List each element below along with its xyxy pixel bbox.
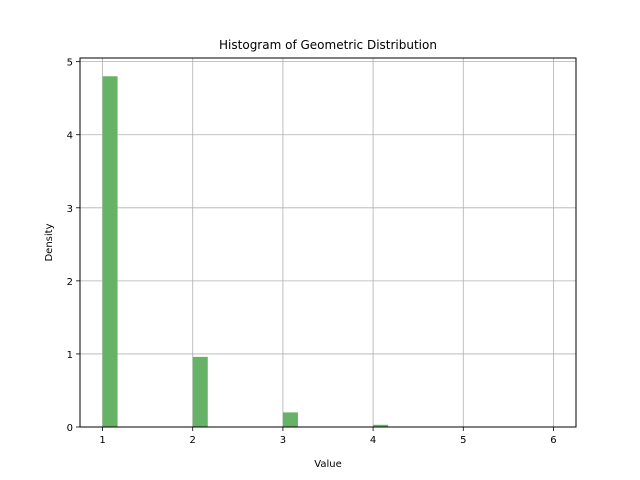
- x-tick-label: 1: [99, 435, 105, 446]
- axes-frame: [79, 57, 577, 428]
- x-tick-label: 5: [460, 435, 466, 446]
- y-tick-label: 4: [67, 131, 73, 142]
- x-tick-label: 4: [370, 435, 376, 446]
- y-axis-ticks: 0 1 2 3 4 5: [67, 58, 80, 434]
- x-tick-label: 2: [190, 435, 196, 446]
- y-tick-label: 1: [67, 350, 73, 361]
- histogram-bar: [282, 412, 298, 427]
- histogram-bar: [373, 424, 389, 427]
- bars: [102, 76, 389, 427]
- y-axis-label: Density: [44, 223, 55, 261]
- y-tick-label: 0: [67, 423, 73, 434]
- x-tick-label: 6: [550, 435, 556, 446]
- chart-title: Histogram of Geometric Distribution: [219, 38, 437, 52]
- histogram-bar: [192, 356, 208, 427]
- y-tick-label: 2: [67, 277, 73, 288]
- y-tick-label: 3: [67, 204, 73, 215]
- x-axis-label: Value: [314, 459, 341, 470]
- x-axis-ticks: 1 2 3 4 5 6: [99, 427, 557, 446]
- histogram-bar: [102, 76, 118, 427]
- x-tick-label: 3: [280, 435, 286, 446]
- y-tick-label: 5: [67, 58, 73, 69]
